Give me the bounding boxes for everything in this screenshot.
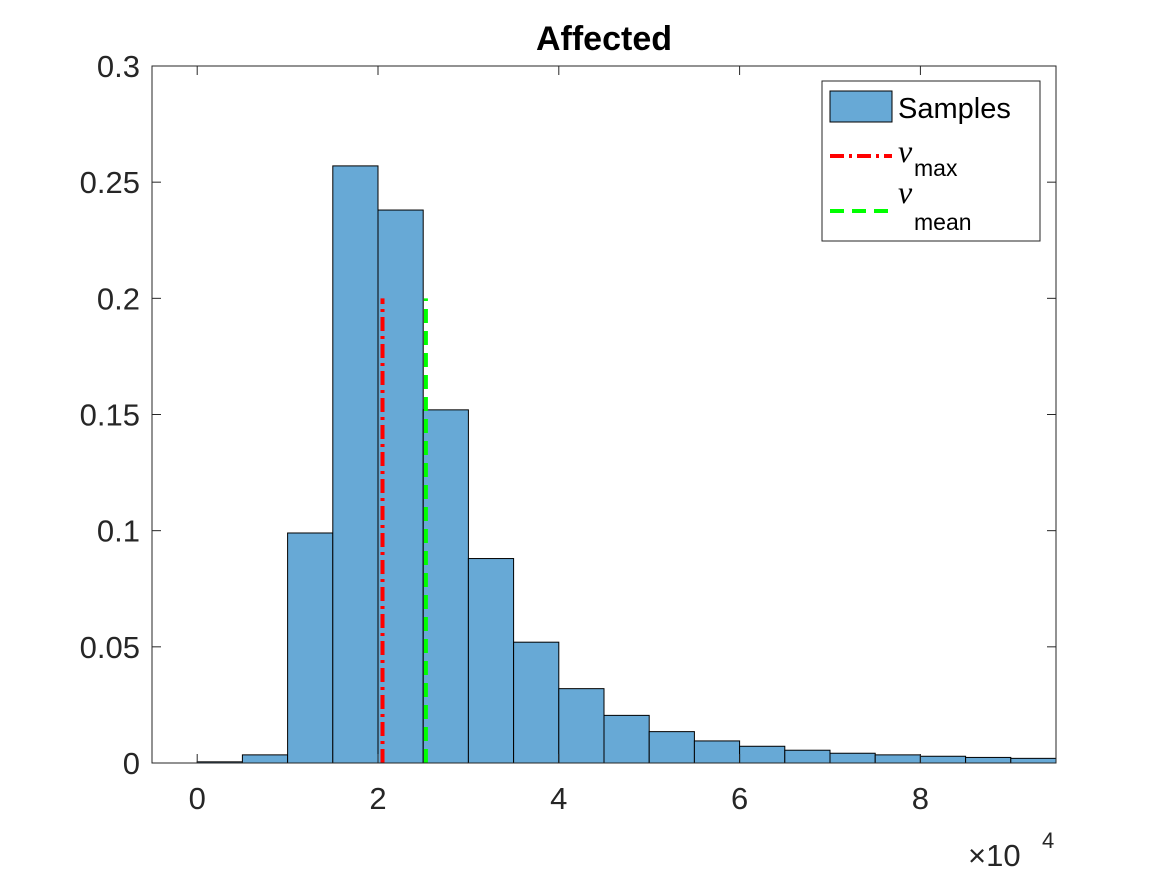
legend-nu-mean-symbol: ν [898, 174, 913, 210]
histogram-bar [693, 740, 741, 764]
y-tick-label: 0 [123, 746, 140, 781]
legend-nu-max-symbol: ν [898, 133, 913, 169]
histogram-bar [467, 558, 515, 764]
legend-nu-mean-subscript: mean [914, 209, 972, 235]
x-exponent: ×10 4 [968, 828, 1054, 873]
x-exponent-base: ×10 [968, 838, 1021, 873]
x-tick-label: 6 [731, 781, 748, 816]
histogram-bar [603, 714, 650, 764]
y-axis: 0 0.05 0.1 0.15 0.2 0.25 0.3 [80, 49, 1056, 781]
histogram-bar [558, 688, 605, 764]
reference-lines-group [380, 298, 428, 763]
y-tick-label: 0.25 [80, 165, 140, 200]
x-axis: 0 2 4 6 8 [189, 66, 929, 816]
legend-samples-swatch [829, 90, 893, 123]
x-tick-label: 8 [912, 781, 929, 816]
histogram-bar [422, 409, 469, 764]
histogram-bar [965, 756, 1012, 764]
chart-title: Affected [536, 20, 672, 58]
y-tick-label: 0.3 [97, 49, 140, 84]
x-exponent-power: 4 [1042, 828, 1054, 853]
bars-group [196, 165, 1057, 764]
histogram-bar [377, 209, 424, 764]
histogram-bar [829, 752, 876, 764]
histogram-bar [241, 754, 289, 764]
y-tick-label: 0.2 [97, 281, 140, 316]
legend-samples-label: Samples [898, 93, 1011, 125]
y-tick-label: 0.1 [97, 514, 140, 549]
x-tick-label: 2 [369, 781, 386, 816]
y-tick-label: 0.05 [80, 630, 140, 665]
histogram-bar [513, 641, 560, 764]
y-tick-label: 0.15 [80, 398, 140, 433]
x-tick-label: 4 [550, 781, 567, 816]
histogram-bar [919, 755, 967, 764]
legend: Samples ν max ν mean [821, 80, 1041, 242]
x-tick-label: 0 [189, 781, 206, 816]
histogram-bar [287, 532, 334, 764]
histogram-bar [784, 749, 831, 764]
histogram-bar [648, 731, 695, 764]
histogram-bar [332, 165, 379, 764]
legend-nu-max-subscript: max [914, 155, 958, 181]
histogram-bar [874, 754, 921, 764]
histogram-bar [1010, 757, 1057, 764]
histogram-bar [739, 745, 786, 764]
